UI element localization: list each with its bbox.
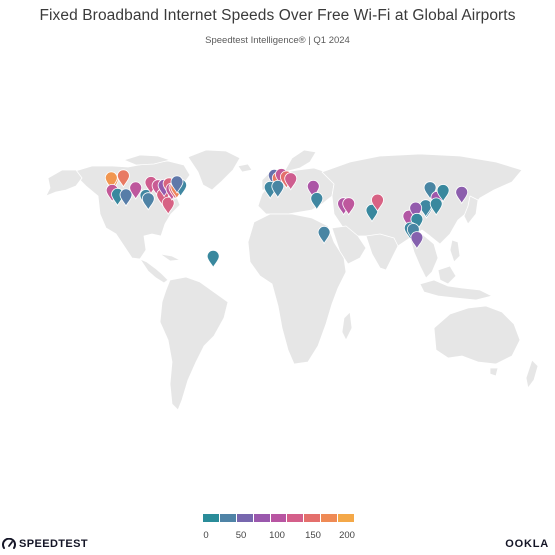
airport-marker[interactable] [206,249,220,269]
speedtest-gauge-icon [2,538,16,549]
madagascar [341,311,353,341]
south-america [159,276,229,411]
legend-color-swatch [218,514,236,522]
airport-marker[interactable] [306,180,320,199]
africa [247,213,347,365]
australia [433,305,521,365]
caribbean [159,253,181,262]
airport-marker[interactable] [455,185,469,205]
borneo [437,265,457,285]
legend-tick-label: 50 [235,530,247,541]
north-america [71,160,191,260]
legend-tick-label: 0 [203,530,209,541]
color-legend-bar [203,514,355,522]
greenland [187,149,241,191]
legend-tick-label: 100 [269,530,285,541]
legend-color-swatch [235,514,253,522]
airport-marker[interactable] [170,175,184,194]
chart-subtitle: Speedtest Intelligence® | Q1 2024 [205,35,350,46]
airport-marker[interactable] [161,196,175,215]
japan [463,195,479,225]
alaska [45,169,83,197]
airport-marker[interactable] [429,197,443,216]
airport-marker[interactable] [436,184,450,203]
chart-title: Fixed Broadband Internet Speeds Over Fre… [39,7,516,24]
central-america [139,258,169,284]
airport-marker[interactable] [365,204,379,223]
legend-color-swatch [337,514,355,522]
legend-color-swatch [203,514,219,522]
indonesia [419,279,493,301]
india [365,233,399,271]
airport-marker[interactable] [419,199,433,218]
airport-marker[interactable] [409,201,423,220]
speedtest-logo-text: SPEEDTEST [19,538,89,550]
speedtest-brand: SPEEDTEST [2,538,88,550]
ookla-logo-text: OOKLA [505,538,549,550]
legend-color-swatch [252,514,270,522]
land-layer [45,149,539,411]
airport-marker[interactable] [119,188,133,207]
airport-marker[interactable] [342,197,356,216]
tasmania [489,367,499,377]
airport-marker[interactable] [104,171,118,190]
airport-markers [104,168,469,269]
airport-marker[interactable] [371,193,384,212]
new-zealand [525,359,539,389]
airport-marker[interactable] [284,172,298,191]
airport-marker[interactable] [410,231,424,250]
scandinavia [283,149,317,173]
color-legend-ticks: 0 50 100 150 200 [0,530,555,544]
legend-color-swatch [286,514,304,522]
airport-marker[interactable] [271,180,285,199]
philippines [449,239,461,263]
legend-color-swatch [320,514,338,522]
airport-marker[interactable] [310,192,324,211]
airport-marker[interactable] [141,192,155,211]
legend-color-swatch [303,514,321,522]
iceland [237,163,253,173]
arctic-islands [123,154,171,166]
airport-marker[interactable] [117,169,130,188]
legend-tick-label: 200 [339,530,355,541]
legend-color-swatch [269,514,287,522]
legend-tick-label: 150 [305,530,321,541]
airport-marker[interactable] [129,181,143,200]
airport-marker[interactable] [317,226,331,245]
